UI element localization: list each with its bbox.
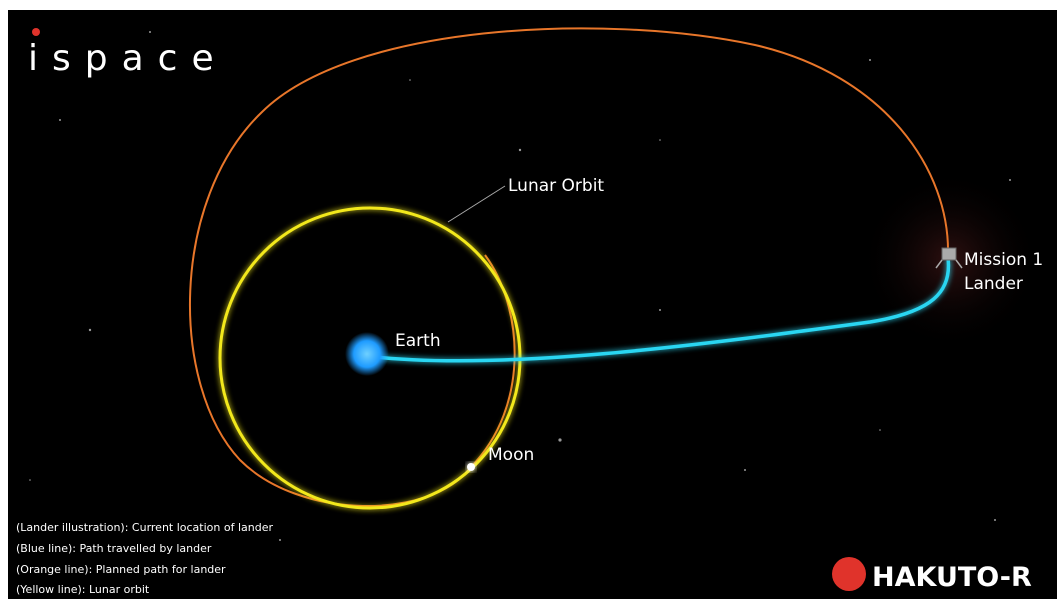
label-lander: Lander — [964, 274, 1023, 294]
logo-dot — [32, 28, 40, 36]
diagram: ispace Lunar Orbit Earth Moon Mission 1 … — [0, 0, 1057, 599]
legend-item: (Orange line): Planned path for lander — [16, 563, 226, 576]
moon — [467, 463, 475, 471]
legend-item: (Yellow line): Lunar orbit — [16, 583, 150, 596]
legend-item: (Lander illustration): Current location … — [16, 521, 273, 534]
earth — [345, 332, 389, 376]
label-lander: Mission 1 — [964, 250, 1043, 270]
label-earth: Earth — [395, 331, 441, 351]
label-lunar-orbit: Lunar Orbit — [508, 176, 604, 196]
label-moon: Moon — [488, 445, 534, 465]
legend-item: (Blue line): Path travelled by lander — [16, 542, 212, 555]
brand-mark — [832, 557, 866, 591]
logo: ispace — [28, 38, 228, 79]
brand: HAKUTO-R — [872, 562, 1032, 593]
